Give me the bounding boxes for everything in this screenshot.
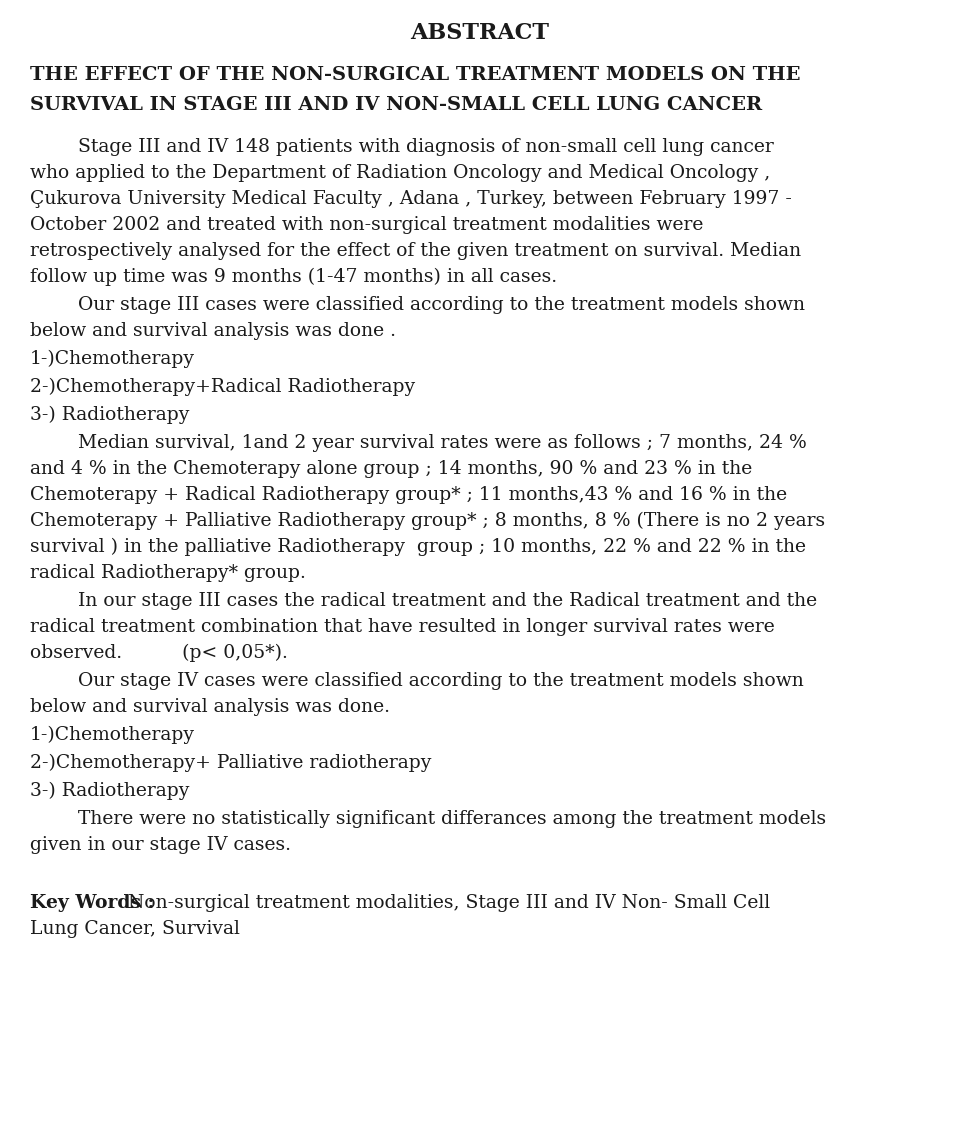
Text: 3-) Radiotherapy: 3-) Radiotherapy — [30, 782, 189, 800]
Text: Stage III and IV 148 patients with diagnosis of non-small cell lung cancer: Stage III and IV 148 patients with diagn… — [30, 138, 774, 156]
Text: Chemoterapy + Palliative Radiotherapy group* ; 8 months, 8 % (There is no 2 year: Chemoterapy + Palliative Radiotherapy gr… — [30, 513, 826, 531]
Text: given in our stage IV cases.: given in our stage IV cases. — [30, 836, 291, 854]
Text: In our stage III cases the radical treatment and the Radical treatment and the: In our stage III cases the radical treat… — [30, 592, 817, 610]
Text: Çukurova University Medical Faculty , Adana , Turkey, between February 1997 -: Çukurova University Medical Faculty , Ad… — [30, 190, 792, 208]
Text: Key Words :: Key Words : — [30, 894, 161, 912]
Text: SURVIVAL IN STAGE III AND IV NON-SMALL CELL LUNG CANCER: SURVIVAL IN STAGE III AND IV NON-SMALL C… — [30, 96, 762, 114]
Text: 1-)Chemotherapy: 1-)Chemotherapy — [30, 726, 195, 744]
Text: THE EFFECT OF THE NON-SURGICAL TREATMENT MODELS ON THE: THE EFFECT OF THE NON-SURGICAL TREATMENT… — [30, 66, 801, 84]
Text: ABSTRACT: ABSTRACT — [411, 22, 549, 44]
Text: survival ) in the palliative Radiotherapy  group ; 10 months, 22 % and 22 % in t: survival ) in the palliative Radiotherap… — [30, 538, 806, 556]
Text: radical treatment combination that have resulted in longer survival rates were: radical treatment combination that have … — [30, 618, 775, 636]
Text: Our stage IV cases were classified according to the treatment models shown: Our stage IV cases were classified accor… — [30, 672, 804, 690]
Text: October 2002 and treated with non-surgical treatment modalities were: October 2002 and treated with non-surgic… — [30, 216, 704, 234]
Text: who applied to the Department of Radiation Oncology and Medical Oncology ,: who applied to the Department of Radiati… — [30, 164, 770, 182]
Text: follow up time was 9 months (1-47 months) in all cases.: follow up time was 9 months (1-47 months… — [30, 268, 557, 287]
Text: 2-)Chemotherapy+ Palliative radiotherapy: 2-)Chemotherapy+ Palliative radiotherapy — [30, 754, 431, 772]
Text: Non-surgical treatment modalities, Stage III and IV Non- Small Cell: Non-surgical treatment modalities, Stage… — [129, 894, 771, 912]
Text: 1-)Chemotherapy: 1-)Chemotherapy — [30, 350, 195, 369]
Text: 3-) Radiotherapy: 3-) Radiotherapy — [30, 406, 189, 424]
Text: and 4 % in the Chemoterapy alone group ; 14 months, 90 % and 23 % in the: and 4 % in the Chemoterapy alone group ;… — [30, 460, 753, 478]
Text: retrospectively analysed for the effect of the given treatment on survival. Medi: retrospectively analysed for the effect … — [30, 242, 802, 260]
Text: Lung Cancer, Survival: Lung Cancer, Survival — [30, 921, 240, 939]
Text: 2-)Chemotherapy+Radical Radiotherapy: 2-)Chemotherapy+Radical Radiotherapy — [30, 378, 415, 397]
Text: below and survival analysis was done .: below and survival analysis was done . — [30, 321, 396, 339]
Text: Our stage III cases were classified according to the treatment models shown: Our stage III cases were classified acco… — [30, 296, 805, 314]
Text: observed.          (p< 0,05*).: observed. (p< 0,05*). — [30, 644, 288, 662]
Text: There were no statistically significant differances among the treatment models: There were no statistically significant … — [30, 810, 827, 828]
Text: Median survival, 1and 2 year survival rates were as follows ; 7 months, 24 %: Median survival, 1and 2 year survival ra… — [30, 434, 806, 452]
Text: radical Radiotherapy* group.: radical Radiotherapy* group. — [30, 564, 306, 582]
Text: Chemoterapy + Radical Radiotherapy group* ; 11 months,43 % and 16 % in the: Chemoterapy + Radical Radiotherapy group… — [30, 486, 787, 504]
Text: below and survival analysis was done.: below and survival analysis was done. — [30, 698, 390, 716]
